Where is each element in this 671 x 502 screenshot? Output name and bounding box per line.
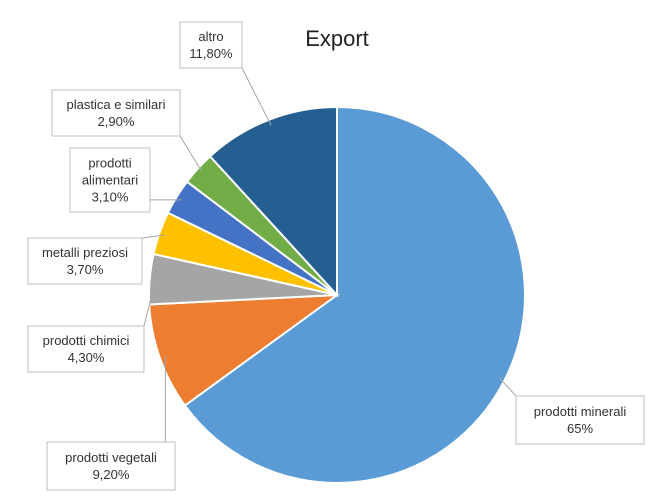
data-label-plastica-e-similari: plastica e similari 2,90% bbox=[51, 89, 181, 137]
data-label-value: 3,70% bbox=[67, 262, 104, 277]
leader-line-altro bbox=[241, 67, 272, 126]
data-label-name: prodotti minerali bbox=[534, 404, 627, 419]
data-label-name: plastica e similari bbox=[67, 97, 166, 112]
data-label-name: prodotti chimici bbox=[43, 333, 130, 348]
data-label-name: metalli preziosi bbox=[42, 245, 128, 260]
data-label-value: 11,80% bbox=[189, 46, 233, 61]
data-label-prodotti-vegetali: prodotti vegetali 9,20% bbox=[46, 441, 176, 491]
leader-line-metalli-preziosi bbox=[141, 234, 166, 239]
data-label-prodotti-minerali: prodotti minerali 65% bbox=[515, 395, 645, 445]
data-label-value: 3,10% bbox=[92, 190, 129, 205]
data-label-name: prodotti bbox=[88, 156, 131, 171]
pie-slice-altro bbox=[208, 105, 338, 298]
leader-line-prodotti-minerali bbox=[498, 377, 517, 397]
data-label-metalli-preziosi: metalli preziosi 3,70% bbox=[27, 237, 143, 285]
data-label-value: 65% bbox=[567, 421, 593, 436]
data-label-box bbox=[27, 237, 143, 285]
data-label-prodotti-alimentari: prodotti alimentari 3,10% bbox=[69, 147, 151, 213]
data-label-name: prodotti vegetali bbox=[65, 450, 157, 465]
leader-line-plastica-e-similari bbox=[179, 135, 203, 173]
leader-lines bbox=[141, 67, 517, 442]
data-label-altro: altro 11,80% bbox=[179, 21, 243, 69]
data-label-value: 2,90% bbox=[98, 114, 135, 129]
data-label-box bbox=[46, 441, 176, 491]
data-label-value: 4,30% bbox=[68, 350, 105, 365]
data-label-value: 9,20% bbox=[93, 467, 130, 482]
pie-slice-prodotti-vegetali bbox=[148, 293, 341, 407]
data-label-box bbox=[27, 325, 145, 373]
data-label-callouts: prodotti minerali 65% prodotti vegetali 9,2… bbox=[27, 21, 645, 491]
chart-title: Export bbox=[305, 26, 369, 51]
data-label-name: altro bbox=[198, 29, 223, 44]
leader-line-prodotti-chimici bbox=[143, 279, 157, 327]
data-label-prodotti-chimici: prodotti chimici 4,30% bbox=[27, 325, 145, 373]
pie-slices bbox=[148, 105, 526, 484]
data-label-box bbox=[51, 89, 181, 137]
data-label-box bbox=[179, 21, 243, 69]
data-label-box bbox=[515, 395, 645, 445]
data-label-box bbox=[69, 147, 151, 213]
pie-slice-prodotti-minerali bbox=[183, 105, 526, 484]
data-label-name: alimentari bbox=[82, 173, 138, 188]
